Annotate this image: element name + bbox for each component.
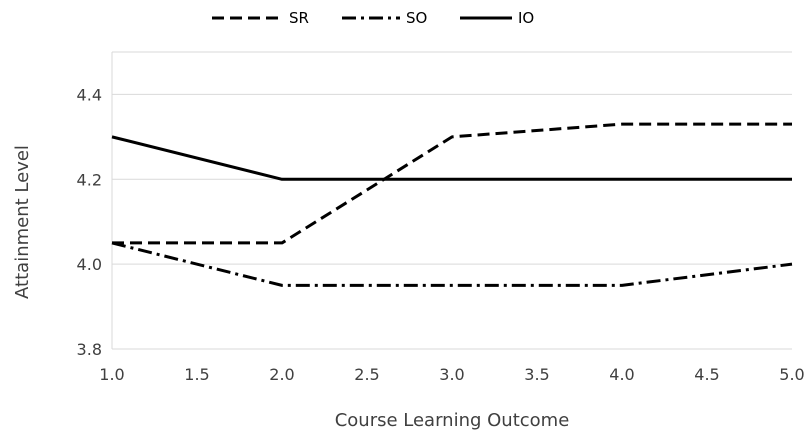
- x-tick-label: 2.0: [269, 365, 294, 384]
- x-tick-label: 2.5: [354, 365, 379, 384]
- tick-labels: 3.8 4.0 4.2 4.4 1.0 1.5 2.0 2.5 3.0 3.5 4.0 4.5 5.0: [77, 85, 805, 384]
- axes: [111, 52, 792, 350]
- x-axis-title: Course Learning Outcome: [335, 410, 570, 431]
- y-tick-label: 4.0: [77, 255, 102, 274]
- x-tick-label: 1.0: [99, 365, 124, 384]
- x-tick-label: 3.5: [524, 365, 549, 384]
- series-lines: [111, 122, 793, 287]
- y-tick-label: 3.8: [77, 340, 102, 359]
- grid-lines: [112, 51, 792, 350]
- series-line-io: [111, 135, 792, 181]
- x-tick-label: 5.0: [779, 365, 804, 384]
- x-tick-label: 4.0: [609, 365, 634, 384]
- series-line-so: [111, 241, 793, 287]
- x-tick-label: 1.5: [184, 365, 209, 384]
- x-tick-label: 4.5: [694, 365, 719, 384]
- legend-label-so: SO: [406, 9, 427, 27]
- y-tick-label: 4.2: [77, 170, 102, 189]
- y-axis-title: Attainment Level: [12, 145, 33, 299]
- legend-label-sr: SR: [289, 9, 309, 27]
- x-tick-label: 3.0: [439, 365, 464, 384]
- series-line-sr: [112, 122, 792, 245]
- y-tick-label: 4.4: [77, 85, 102, 104]
- legend: SR SO IO: [212, 9, 534, 27]
- legend-label-io: IO: [518, 9, 534, 27]
